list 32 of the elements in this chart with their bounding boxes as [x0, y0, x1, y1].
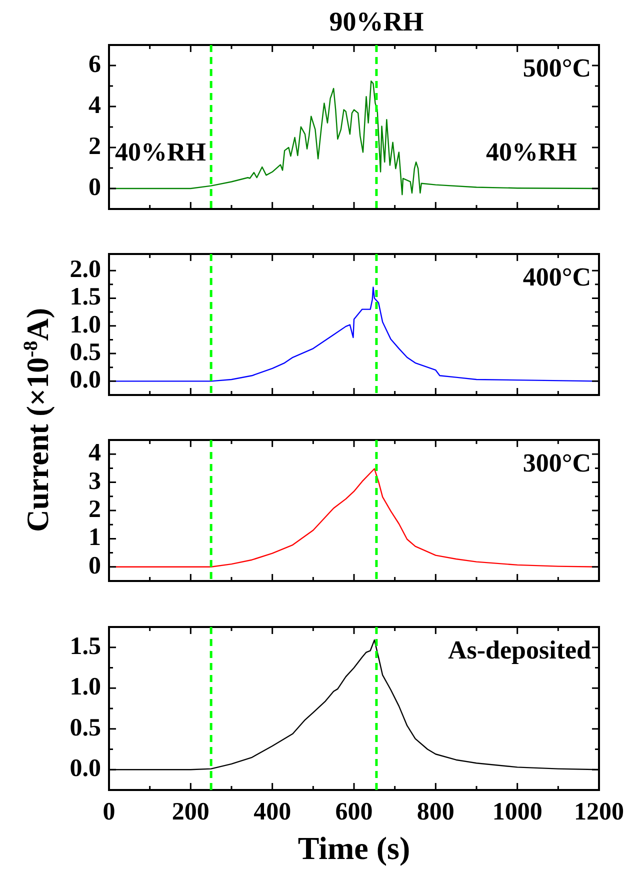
y-tick-label: 1.5	[70, 632, 101, 660]
y-tick-label: 2	[88, 132, 101, 160]
y-tick-label: 0.0	[70, 755, 101, 782]
x-axis-title: Time (s)	[298, 830, 410, 866]
y-tick-label: 0	[88, 552, 101, 580]
y-tick-label: 6	[88, 50, 101, 78]
y-tick-label: 4	[88, 92, 102, 119]
y-tick-label: 3	[88, 468, 101, 495]
x-tick-label: 1000	[492, 798, 542, 826]
ref-line-label: 90%RH	[329, 6, 424, 36]
annotation: 400°C	[522, 262, 591, 292]
y-tick-label: 4	[88, 440, 102, 467]
y-tick-label: 0.0	[70, 366, 101, 394]
y-tick-label: 2	[88, 496, 101, 523]
y-tick-label: 1.0	[70, 311, 101, 338]
annotation: 300°C	[522, 448, 591, 478]
y-tick-label: 1.0	[70, 674, 101, 701]
y-tick-label: 1	[88, 524, 101, 552]
annotation: 40%RH	[115, 138, 206, 167]
x-tick-label: 200	[172, 798, 210, 826]
x-tick-label: 400	[254, 798, 292, 826]
y-tick-label: 2.0	[70, 256, 101, 284]
x-tick-label: 1200	[574, 798, 624, 826]
annotation: 500°C	[522, 54, 591, 83]
y-tick-label: 0.5	[70, 338, 101, 366]
y-tick-label: 1.5	[70, 284, 101, 311]
y-tick-label: 0	[88, 174, 101, 201]
x-tick-label: 600	[335, 798, 373, 826]
x-tick-label: 800	[416, 798, 454, 826]
y-tick-label: 0.5	[70, 714, 101, 742]
annotation: 40%RH	[486, 138, 577, 167]
annotation: As-deposited	[448, 636, 592, 665]
